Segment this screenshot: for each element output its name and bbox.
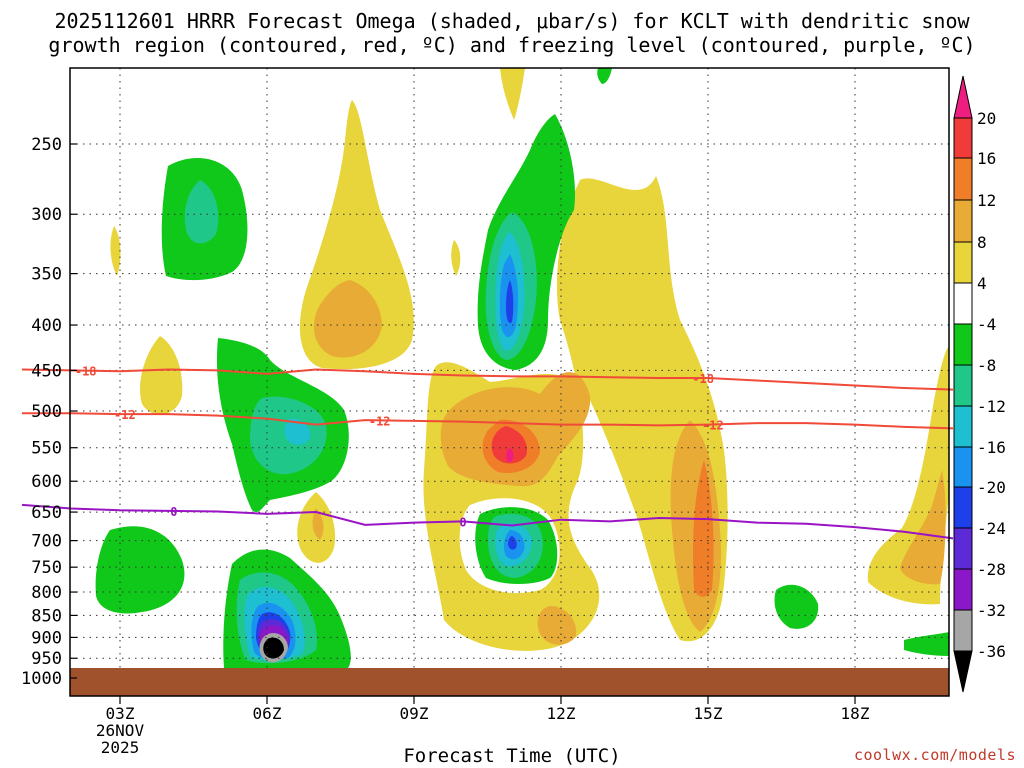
omega-sink-20-core <box>506 448 514 462</box>
colorbar-segment-cm4 <box>953 323 973 366</box>
xtick-label-18Z: 18Z <box>841 704 870 723</box>
ytick-label-850: 850 <box>31 606 62 626</box>
colorbar-segment-c16 <box>953 117 973 159</box>
colorbar-label-4: 4 <box>977 274 987 293</box>
colorbar-label-1: 16 <box>977 149 996 168</box>
colorbar-label-10: -24 <box>977 519 1006 538</box>
ytick-label-300: 300 <box>31 205 62 225</box>
omega-lift-low-left <box>95 526 185 614</box>
ytick-label-900: 900 <box>31 628 62 648</box>
omega-lift-20-mid-column-low <box>508 536 517 550</box>
ytick-label-450: 450 <box>31 361 62 381</box>
colorbar-segment-cm12 <box>953 405 973 448</box>
colorbar-segment-cm32 <box>953 609 973 652</box>
ytick-label-650: 650 <box>31 503 62 523</box>
colorbar-segment-cm16 <box>953 446 973 488</box>
dgz-minus18-line <box>21 368 954 391</box>
dgz-minus12-label-1: -12 <box>369 414 391 428</box>
freezing-level-line <box>21 503 954 540</box>
colorbar-label-6: -8 <box>977 356 996 375</box>
omega-lift-right-small <box>774 584 819 629</box>
xtick-label-09Z: 09Z <box>400 704 429 723</box>
colorbar-segment-bottom <box>953 650 973 693</box>
omega-lift-36-core <box>263 637 284 659</box>
colorbar-label-7: -12 <box>977 397 1006 416</box>
chart-title-line2: growth region (contoured, red, ºC) and f… <box>48 33 976 57</box>
dgz-minus12-label-0: -12 <box>114 408 136 422</box>
omega-shading <box>95 68 949 668</box>
dgz-minus18-label-1: -18 <box>692 372 714 386</box>
ytick-label-250: 250 <box>31 135 62 155</box>
ytick-label-350: 350 <box>31 265 62 285</box>
omega-sink-region-top <box>500 68 525 120</box>
colorbar-label-2: 12 <box>977 191 996 210</box>
ytick-label-500: 500 <box>31 402 62 422</box>
colorbar-label-9: -20 <box>977 478 1006 497</box>
ytick-label-800: 800 <box>31 583 62 603</box>
omega-sink-8-right <box>900 470 946 585</box>
xtick-label-15Z: 15Z <box>694 704 723 723</box>
omega-sink-8-low <box>537 606 577 645</box>
omega-sink-8-upper <box>313 280 382 358</box>
omega-lift-12-mid-left <box>284 418 311 445</box>
colorbar-segment-c4 <box>953 241 973 284</box>
colorbar-segment-cm20 <box>953 486 973 529</box>
colorbar-segment-c12 <box>953 157 973 201</box>
ytick-label-700: 700 <box>31 532 62 552</box>
chart-title-line1: 2025112601 HRRR Forecast Omega (shaded, … <box>54 9 970 33</box>
omega-lift-20-column <box>506 280 514 324</box>
omega-lift-right-edge <box>904 632 949 656</box>
xtick-label-12Z: 12Z <box>547 704 576 723</box>
colorbar-segment-c8 <box>953 199 973 243</box>
ytick-label-550: 550 <box>31 439 62 459</box>
colorbar-segment-c0 <box>953 282 973 325</box>
colorbar-label-12: -32 <box>977 601 1006 620</box>
omega-sink-8-left-lower <box>312 508 324 540</box>
colorbar-label-3: 8 <box>977 233 987 252</box>
ytick-label-600: 600 <box>31 472 62 492</box>
colorbar-label-13: -36 <box>977 642 1006 661</box>
ytick-label-400: 400 <box>31 316 62 336</box>
omega-sink-16-core <box>491 426 528 464</box>
colorbar: 20 16 12 8 4 -4 -8 -12 -16 -20 -24 -28 -32 -36 <box>953 75 1006 693</box>
ground-layer <box>70 668 949 696</box>
colorbar-segment-cm28 <box>953 568 973 611</box>
plot-frame <box>69 67 950 697</box>
omega-sink-region-small2 <box>451 240 461 276</box>
colorbar-label-0: 20 <box>977 109 996 128</box>
grid-lines <box>70 68 949 668</box>
contour-lines: -18 -18 -12 -12 -12 0 0 <box>21 365 954 540</box>
ytick-label-950: 950 <box>31 649 62 669</box>
omega-lift-top-tiny <box>597 68 612 84</box>
y-axis: 2503003504004505005506006507007508008509… <box>21 135 77 689</box>
xtick-label-06Z: 06Z <box>253 704 282 723</box>
xtick-year: 2025 <box>101 738 140 757</box>
xtick-date: 26NOV <box>96 721 145 740</box>
xtick-label-03Z: 03Z <box>106 704 135 723</box>
dgz-minus12-label-2: -12 <box>702 418 724 432</box>
colorbar-label-5: -4 <box>977 315 996 334</box>
freezing-level-label-0: 0 <box>170 505 177 519</box>
omega-sink-region-small1 <box>110 226 121 276</box>
colorbar-segment-top <box>953 75 973 119</box>
freezing-level-label-1: 0 <box>459 515 466 529</box>
omega-lift-8-upper-left <box>184 180 219 244</box>
ytick-label-1000: 1000 <box>21 669 62 689</box>
dgz-minus12-line <box>22 412 954 430</box>
colorbar-segment-cm24 <box>953 527 973 570</box>
ytick-label-750: 750 <box>31 558 62 578</box>
omega-sink-region-small3 <box>140 336 183 415</box>
credit-text: coolwx.com/models <box>853 746 1016 764</box>
colorbar-label-8: -16 <box>977 438 1006 457</box>
dgz-minus18-label-0: -18 <box>75 365 97 379</box>
colorbar-label-11: -28 <box>977 560 1006 579</box>
colorbar-segment-cm8 <box>953 364 973 407</box>
x-axis-label: Forecast Time (UTC) <box>403 745 621 767</box>
